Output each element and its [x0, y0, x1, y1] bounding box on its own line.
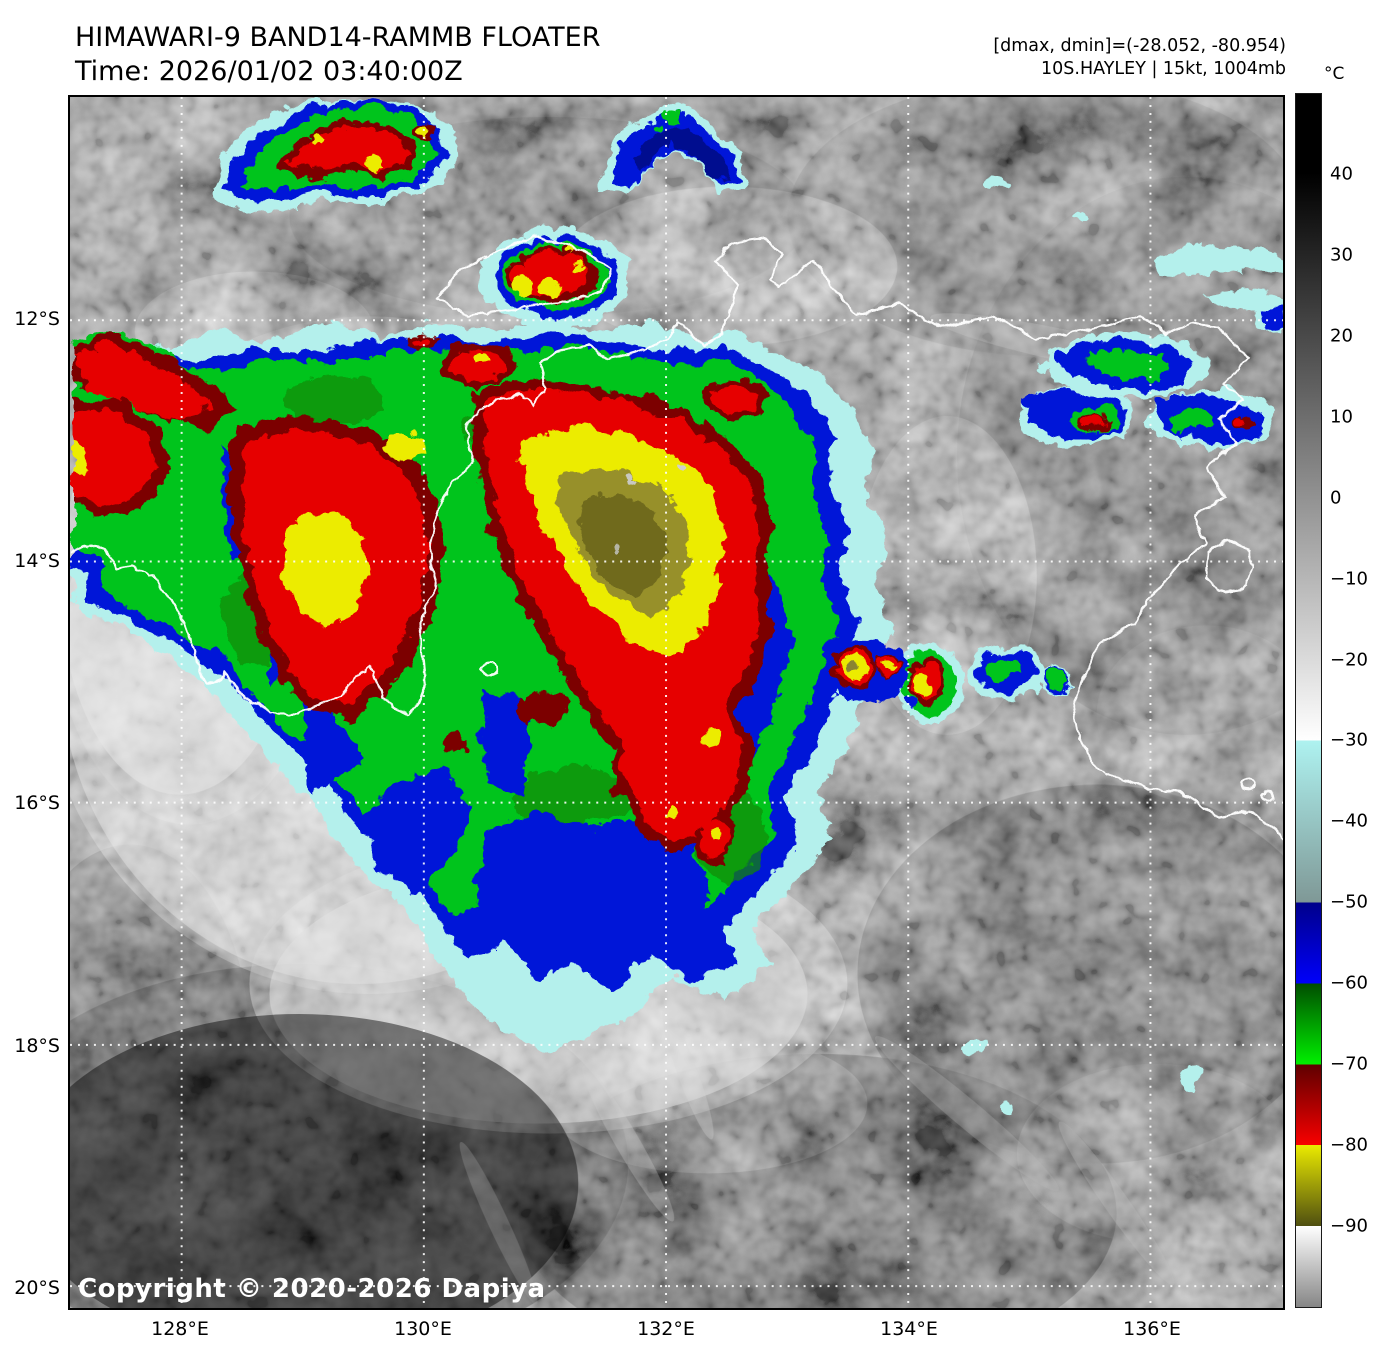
lat-label-14s: 14°S [14, 550, 60, 572]
temperature-colorbar [1295, 93, 1322, 1308]
convection-olive-core [552, 461, 858, 671]
lon-label-130e: 130°E [394, 1318, 452, 1340]
gridlines [70, 97, 1283, 1308]
storm-info-annotation: 10S.HAYLEY | 15kt, 1004mb [1041, 59, 1286, 79]
lat-label-20s: 20°S [14, 1277, 60, 1299]
colorbar-tick: −50 [1330, 891, 1368, 913]
convection-overlay [70, 97, 1283, 1110]
lat-label-16s: 16°S [14, 792, 60, 814]
colorbar-tick: −30 [1330, 729, 1368, 751]
colorbar-tick: −90 [1330, 1215, 1368, 1237]
colorbar-tick: −40 [1330, 810, 1368, 832]
colorbar-unit-label: °C [1324, 64, 1345, 84]
dmax-dmin-annotation: [dmax, dmin]=(-28.052, -80.954) [993, 36, 1286, 56]
page-title: HIMAWARI-9 BAND14-RAMMB FLOATER [75, 22, 601, 53]
lat-label-12s: 12°S [14, 308, 60, 330]
lon-label-134e: 134°E [880, 1318, 938, 1340]
lon-label-128e: 128°E [151, 1318, 209, 1340]
colorbar-tick: 0 [1330, 487, 1342, 509]
satellite-map: Copyright © 2020-2026 Dapiya [68, 95, 1285, 1310]
coastline [70, 234, 1283, 841]
colorbar-tick: 20 [1330, 325, 1353, 347]
colorbar-tick: 30 [1330, 244, 1353, 266]
colorbar-tick: 40 [1330, 163, 1353, 185]
colorbar-tick: −60 [1330, 972, 1368, 994]
lat-label-18s: 18°S [14, 1035, 60, 1057]
colorbar-tick: 10 [1330, 406, 1353, 428]
lon-label-132e: 132°E [637, 1318, 695, 1340]
lon-label-136e: 136°E [1123, 1318, 1181, 1340]
copyright-watermark: Copyright © 2020-2026 Dapiya [78, 1274, 546, 1304]
colorbar-tick: −20 [1330, 649, 1368, 671]
timestamp: Time: 2026/01/02 03:40:00Z [75, 56, 463, 87]
colorbar-tick: −80 [1330, 1134, 1368, 1156]
colorbar-tick: −70 [1330, 1053, 1368, 1075]
convection-blue-flecks [901, 668, 1017, 705]
colorbar-tick: −10 [1330, 568, 1368, 590]
satellite-imagery [70, 97, 1283, 1308]
